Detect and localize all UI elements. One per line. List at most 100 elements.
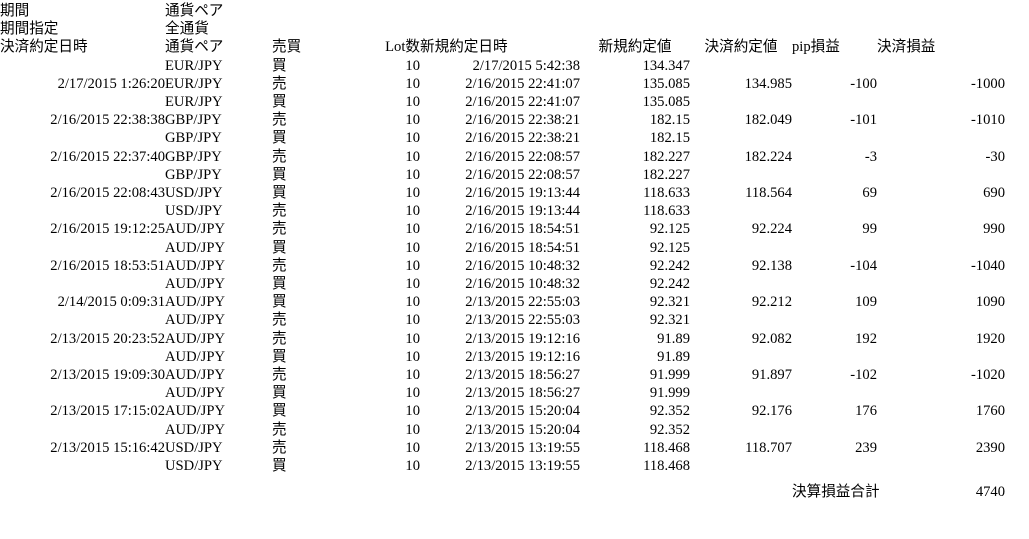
cell: 買 (272, 385, 287, 402)
cell: 2/16/2015 19:13:44 (465, 185, 580, 202)
cell (690, 129, 792, 147)
cell: 10 (405, 57, 420, 74)
trade-rows: EUR/JPY 買 10 2/17/2015 5:42:38 134.347 2/17/2… (0, 57, 1005, 476)
cell: 売 (272, 203, 287, 220)
cell: 134.347 (642, 57, 690, 74)
cell: 92.125 (649, 239, 690, 256)
cell: 売 (272, 257, 287, 274)
cell: 2/13/2015 22:55:03 (465, 294, 580, 311)
cell: 1760 (975, 403, 1005, 420)
table-row: AUD/JPY 買 10 2/16/2015 10:48:32 92.242 (0, 275, 1005, 293)
cell: 2/16/2015 18:54:51 (465, 221, 580, 238)
cell: 売 (272, 148, 287, 165)
cell: 2/17/2015 5:42:38 (472, 57, 580, 74)
cell (690, 275, 792, 293)
cell (690, 457, 792, 475)
empty-cell (0, 475, 1005, 483)
table-row: 2/17/2015 1:26:20 EUR/JPY 売 10 2/16/2015 22:… (0, 75, 1005, 93)
cell: 118.633 (643, 203, 690, 220)
table-row: AUD/JPY 買 10 2/16/2015 18:54:51 92.125 (0, 239, 1005, 257)
pair-filter-value: 全通貨 (165, 21, 209, 38)
cell: 109 (855, 294, 877, 311)
cell: 92.138 (751, 257, 792, 274)
cell: 2/13/2015 19:09:30 (50, 367, 165, 384)
cell (792, 239, 877, 257)
cell: 118.468 (643, 458, 690, 475)
cell: 92.242 (649, 276, 690, 293)
empty-cell (272, 20, 1005, 38)
cell: 売 (272, 421, 287, 438)
cell: 10 (405, 112, 420, 129)
cell: 91.89 (657, 348, 690, 365)
table-row: 2/13/2015 19:09:30 AUD/JPY 売 10 2/13/2015 18… (0, 366, 1005, 384)
cell: 2/13/2015 15:16:42 (50, 439, 165, 456)
cell: 売 (272, 112, 287, 129)
table-row: 2/16/2015 19:12:25 AUD/JPY 売 10 2/16/2015 18… (0, 220, 1005, 238)
cell: USD/JPY (165, 439, 223, 456)
cell: 10 (405, 330, 420, 347)
cell: 182.227 (642, 148, 690, 165)
cell: 2/16/2015 22:37:40 (50, 148, 165, 165)
cell: 2/13/2015 15:20:04 (465, 403, 580, 420)
cell: 2/13/2015 19:12:16 (465, 348, 580, 365)
cell: -102 (850, 367, 877, 384)
cell: 690 (983, 185, 1005, 202)
cell: 2/13/2015 15:20:04 (465, 421, 580, 438)
cell (0, 311, 165, 329)
column-header-side: 売買 (272, 39, 302, 56)
cell: USD/JPY (165, 203, 223, 220)
cell (690, 202, 792, 220)
cell: 10 (405, 312, 420, 329)
table-row: USD/JPY 買 10 2/13/2015 13:19:55 118.468 (0, 457, 1005, 475)
cell: 118.468 (643, 439, 690, 456)
pair-filter-label: 通貨ペア (165, 3, 224, 19)
cell: 2/16/2015 22:38:21 (465, 112, 580, 129)
table-row: AUD/JPY 売 10 2/13/2015 15:20:04 92.352 (0, 421, 1005, 439)
cell: -1020 (970, 367, 1005, 384)
table-row: AUD/JPY 買 10 2/13/2015 18:56:27 91.999 (0, 384, 1005, 402)
cell: 10 (405, 439, 420, 456)
cell (0, 57, 165, 75)
cell: AUD/JPY (165, 221, 226, 238)
cell: 2/13/2015 18:56:27 (465, 367, 580, 384)
cell: 10 (405, 403, 420, 420)
cell: 2/16/2015 22:08:57 (465, 166, 580, 183)
cell: 176 (855, 403, 877, 420)
cell: 2/17/2015 1:26:20 (57, 75, 165, 92)
cell (0, 202, 165, 220)
cell (877, 166, 1005, 184)
spacer-row (0, 475, 1005, 483)
cell: 1920 (975, 330, 1005, 347)
table-row: 2/13/2015 17:15:02 AUD/JPY 買 10 2/13/2015 15… (0, 402, 1005, 420)
cell: -100 (850, 75, 877, 92)
cell: GBP/JPY (165, 112, 222, 129)
cell: AUD/JPY (165, 294, 226, 311)
cell: 2/13/2015 17:15:02 (50, 403, 165, 420)
cell (877, 421, 1005, 439)
cell: AUD/JPY (165, 312, 226, 329)
cell: 買 (272, 276, 287, 293)
cell: 2/16/2015 18:53:51 (50, 257, 165, 274)
cell: 買 (272, 166, 287, 183)
cell (792, 275, 877, 293)
table-row: AUD/JPY 買 10 2/13/2015 19:12:16 91.89 (0, 348, 1005, 366)
total-value: 4740 (975, 484, 1005, 501)
column-header-settle-price: 決済約定値 (704, 39, 778, 56)
cell: 買 (272, 185, 287, 202)
cell: 10 (405, 385, 420, 402)
cell: 2/16/2015 22:41:07 (465, 94, 580, 111)
cell (792, 166, 877, 184)
cell: -1000 (970, 75, 1005, 92)
cell: EUR/JPY (165, 94, 223, 111)
cell: 10 (405, 166, 420, 183)
cell: 91.89 (657, 330, 690, 347)
table-row: 2/13/2015 15:16:42 USD/JPY 売 10 2/13/2015 13… (0, 439, 1005, 457)
cell: 91.897 (751, 367, 792, 384)
table-row: USD/JPY 売 10 2/16/2015 19:13:44 118.633 (0, 202, 1005, 220)
cell (877, 384, 1005, 402)
cell: 売 (272, 75, 287, 92)
cell (792, 311, 877, 329)
cell: 買 (272, 130, 287, 147)
column-header-lots: Lot数 (385, 39, 420, 56)
filter-row-period-spec: 期間指定 全通貨 (0, 20, 1005, 38)
